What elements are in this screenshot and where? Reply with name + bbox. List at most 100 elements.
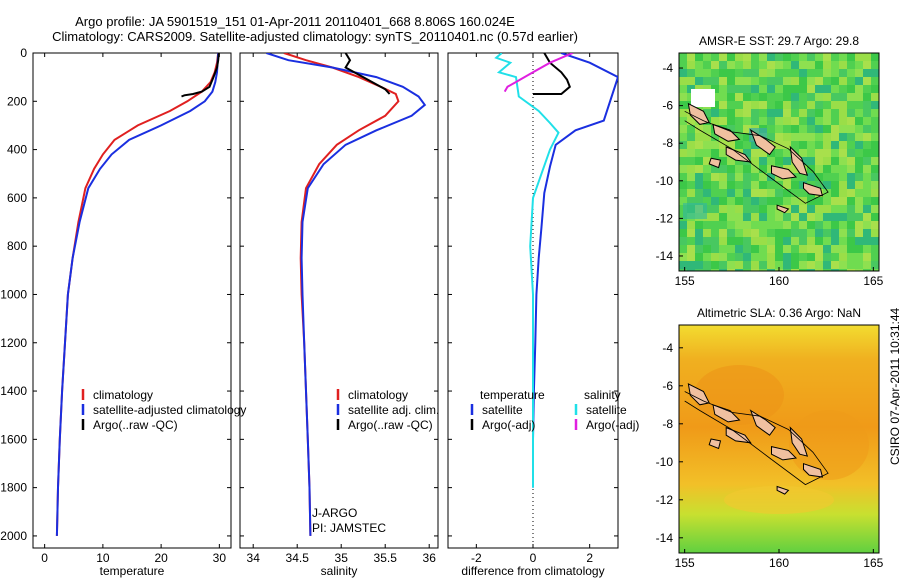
sst-cell bbox=[727, 253, 735, 261]
sst-cell bbox=[751, 205, 759, 213]
sst-cell bbox=[703, 261, 711, 269]
sst-cell bbox=[687, 69, 695, 77]
sst-cell bbox=[823, 85, 831, 93]
island-outline bbox=[776, 204, 790, 214]
sst-cell bbox=[767, 197, 775, 205]
sst-cell bbox=[695, 245, 703, 253]
sst-cell bbox=[847, 69, 855, 77]
x-tick-label: 0 bbox=[41, 551, 48, 565]
sst-cell bbox=[847, 181, 855, 189]
temperature-series-argo-raw-qc- bbox=[181, 53, 220, 98]
sst-cell bbox=[847, 61, 855, 69]
sst-cell bbox=[703, 237, 711, 245]
sst-cell bbox=[743, 205, 751, 213]
sst-cell bbox=[719, 93, 727, 101]
sst-cell bbox=[855, 229, 863, 237]
sst-cell bbox=[823, 229, 831, 237]
sst-cell bbox=[791, 269, 799, 271]
sst-cell bbox=[687, 245, 695, 253]
sst-cell bbox=[783, 221, 791, 229]
sst-cell bbox=[783, 109, 791, 117]
sst-cell bbox=[687, 269, 695, 271]
sst-cell bbox=[823, 173, 831, 181]
sst-cell bbox=[799, 101, 807, 109]
sst-cell bbox=[823, 213, 831, 221]
legend-label: Argo(..raw -QC) bbox=[93, 418, 178, 432]
sst-cell bbox=[815, 221, 823, 229]
sst-cell bbox=[815, 253, 823, 261]
sst-cell bbox=[719, 173, 727, 181]
sst-cell bbox=[759, 165, 767, 173]
sst-cell bbox=[727, 173, 735, 181]
sst-cell bbox=[855, 109, 863, 117]
y-tick-label: 1600 bbox=[0, 432, 27, 446]
salinity-panel: 34 34.5 35 35.5 36 salinity climatologysatelli… bbox=[239, 52, 439, 578]
sst-cell bbox=[743, 61, 751, 69]
sst-cell bbox=[847, 85, 855, 93]
sst-cell bbox=[767, 157, 775, 165]
sst-cell bbox=[871, 197, 879, 205]
sst-cell bbox=[719, 197, 727, 205]
sst-cell bbox=[695, 157, 703, 165]
sst-cell bbox=[695, 133, 703, 141]
sst-cell bbox=[751, 173, 759, 181]
sst-cell bbox=[775, 133, 783, 141]
sst-cell bbox=[823, 101, 831, 109]
sst-cell bbox=[775, 253, 783, 261]
sst-cell bbox=[687, 133, 695, 141]
x-tick-label: 36 bbox=[423, 551, 437, 565]
sst-cell bbox=[855, 85, 863, 93]
sst-cell bbox=[831, 213, 839, 221]
sst-cell bbox=[711, 245, 719, 253]
sst-cell bbox=[759, 85, 767, 93]
sst-cell bbox=[823, 261, 831, 269]
sst-cell bbox=[703, 133, 711, 141]
sst-cell bbox=[783, 253, 791, 261]
salinity-series-argo-raw-qc- bbox=[344, 53, 391, 95]
sst-cell bbox=[799, 237, 807, 245]
annotation-text: PI: JAMSTEC bbox=[312, 521, 386, 535]
x-tick-label: 30 bbox=[213, 551, 227, 565]
sst-cell bbox=[791, 221, 799, 229]
legend-label: Argo(-adj) bbox=[482, 418, 535, 432]
sst-cell bbox=[839, 77, 847, 85]
map-y-tick-label: -8 bbox=[662, 417, 673, 431]
sst-cell bbox=[839, 61, 847, 69]
island-outline bbox=[771, 165, 798, 180]
sst-cell bbox=[743, 77, 751, 85]
sst-cell bbox=[775, 85, 783, 93]
sst-cell bbox=[735, 221, 743, 229]
sst-cell bbox=[799, 229, 807, 237]
sst-cell bbox=[831, 165, 839, 173]
sst-cell bbox=[855, 61, 863, 69]
sst-cell bbox=[703, 173, 711, 181]
sst-cell bbox=[815, 93, 823, 101]
sst-cell bbox=[695, 53, 703, 61]
sst-cell bbox=[735, 245, 743, 253]
sst-cell bbox=[839, 229, 847, 237]
sst-cell bbox=[735, 269, 743, 271]
sst-cell bbox=[687, 237, 695, 245]
sst-cell bbox=[751, 181, 759, 189]
temperature-panel: 0 200 400 600 800 1000 1200 1400 1600 1800 2000 0 10… bbox=[0, 46, 246, 578]
sst-cell bbox=[735, 93, 743, 101]
sst-cell bbox=[743, 213, 751, 221]
sst-cell bbox=[727, 117, 735, 125]
sst-cell bbox=[799, 133, 807, 141]
sst-cell bbox=[823, 69, 831, 77]
legend-label: salinity bbox=[584, 388, 621, 402]
sst-cell bbox=[815, 181, 823, 189]
sst-cell bbox=[871, 221, 879, 229]
sst-cell bbox=[815, 53, 823, 61]
sst-cell bbox=[759, 77, 767, 85]
sst-cell bbox=[735, 141, 743, 149]
sst-cell bbox=[767, 133, 775, 141]
sst-cell bbox=[815, 269, 823, 271]
y-tick-label: 200 bbox=[7, 94, 27, 108]
sst-cell bbox=[751, 85, 759, 93]
sst-cell bbox=[679, 157, 687, 165]
sst-cell bbox=[847, 269, 855, 271]
x-tick-label: 2 bbox=[586, 551, 593, 565]
sst-cell bbox=[743, 269, 751, 271]
sst-cell bbox=[703, 157, 711, 165]
